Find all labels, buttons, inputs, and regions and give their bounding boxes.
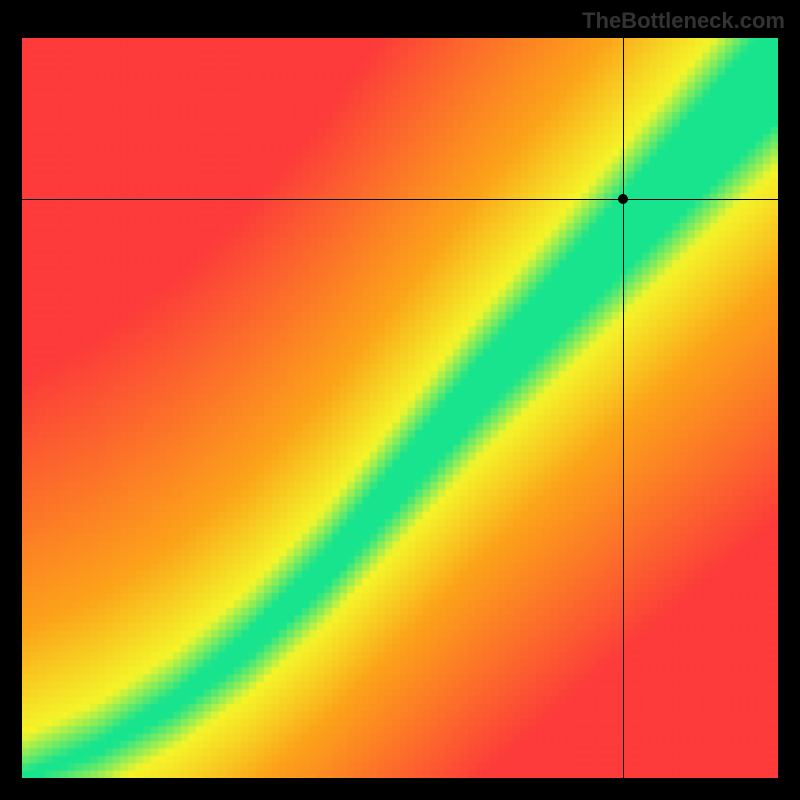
data-point-marker <box>618 194 628 204</box>
heatmap-chart <box>22 38 778 778</box>
heatmap-canvas <box>22 38 778 778</box>
crosshair-horizontal <box>22 199 778 200</box>
watermark-text: TheBottleneck.com <box>582 8 785 34</box>
crosshair-vertical <box>623 38 624 778</box>
